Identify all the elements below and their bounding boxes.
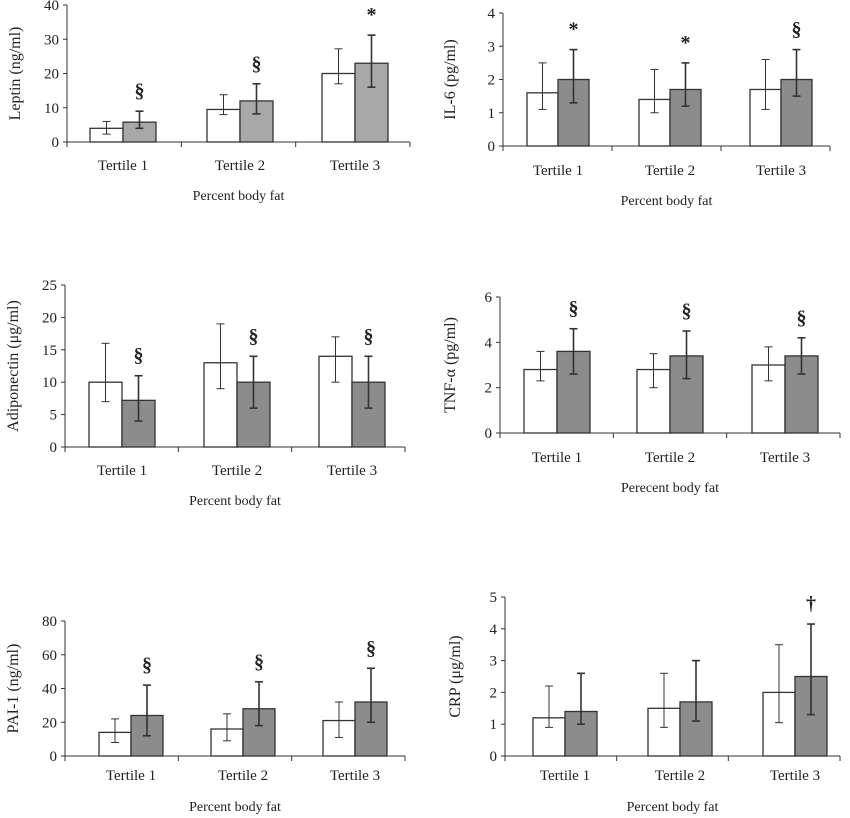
y-axis-label: TNF-α (pg/ml) — [442, 317, 459, 413]
significance-mark: § — [142, 654, 152, 676]
significance-mark: * — [367, 4, 377, 26]
significance-mark: * — [681, 32, 691, 54]
significance-mark: § — [135, 80, 145, 102]
significance-mark: § — [569, 298, 579, 320]
significance-mark: * — [569, 19, 579, 41]
y-tick-label: 0 — [50, 440, 58, 456]
y-tick-label: 40 — [42, 682, 57, 698]
significance-mark: § — [249, 325, 259, 347]
y-tick-label: 0 — [485, 426, 493, 442]
y-tick-label: 5 — [490, 590, 498, 606]
category-label: Tertile 2 — [645, 450, 695, 466]
category-label: Tertile 1 — [98, 158, 148, 174]
significance-mark: § — [134, 345, 144, 367]
y-tick-label: 0 — [488, 139, 496, 155]
y-tick-label: 0 — [52, 135, 60, 151]
y-axis-label: CRP (μg/ml) — [447, 635, 464, 717]
category-label: Tertile 1 — [106, 768, 156, 784]
bar-1 — [321, 72, 356, 143]
significance-mark: § — [682, 300, 692, 322]
y-tick-label: 5 — [50, 408, 58, 424]
significance-mark: † — [806, 593, 816, 615]
category-label: Tertile 2 — [212, 463, 262, 479]
y-tick-label: 10 — [44, 101, 59, 117]
y-tick-label: 0 — [50, 749, 58, 765]
y-tick-label: 20 — [44, 67, 59, 83]
panel-2: 0 1 2 3 4 Tertile 1 * Tertile 2 * Tertile 3 § Perce… — [442, 6, 831, 209]
y-tick-label: 2 — [485, 381, 493, 397]
panel-6: 0 1 2 3 4 5 Tertile 1 Tertile 2 Tertile 3 † Percen… — [447, 590, 841, 815]
significance-mark: § — [254, 651, 264, 673]
category-label: Tertile 3 — [330, 158, 380, 174]
x-axis-label: Percent body fat — [189, 800, 281, 815]
y-tick-label: 15 — [42, 343, 57, 359]
significance-mark: § — [366, 637, 376, 659]
panel-3: 0 5 10 15 20 25 Tertile 1 § Tertile 2 § Tertile 3 §… — [5, 278, 406, 509]
y-tick-label: 60 — [42, 648, 57, 664]
y-tick-label: 10 — [42, 375, 57, 391]
category-label: Tertile 2 — [218, 768, 268, 784]
y-tick-label: 30 — [44, 32, 59, 48]
panel-5: 0 20 40 60 80 Tertile 1 § Tertile 2 § Tertile 3 § P… — [5, 614, 406, 815]
category-label: Tertile 3 — [756, 163, 806, 179]
y-tick-label: 2 — [488, 73, 496, 89]
y-tick-label: 25 — [42, 278, 57, 294]
significance-mark: § — [252, 53, 262, 75]
y-tick-label: 4 — [490, 622, 498, 638]
y-tick-label: 20 — [42, 310, 57, 326]
category-label: Tertile 2 — [215, 158, 265, 174]
y-tick-label: 0 — [490, 749, 498, 765]
significance-mark: § — [364, 325, 374, 347]
category-label: Tertile 2 — [645, 163, 695, 179]
y-axis-label: Leptin (ng/ml) — [7, 27, 24, 121]
category-label: Tertile 1 — [533, 163, 583, 179]
y-tick-label: 4 — [488, 6, 496, 22]
y-tick-label: 6 — [485, 290, 493, 306]
category-label: Tertile 3 — [760, 450, 810, 466]
y-axis-label: Adiponectin (μg/ml) — [5, 300, 22, 432]
y-tick-label: 2 — [490, 685, 498, 701]
category-label: Tertile 2 — [655, 768, 705, 784]
y-tick-label: 80 — [42, 614, 57, 630]
category-label: Tertile 3 — [330, 768, 380, 784]
panel-1: 0 10 20 30 40 Tertile 1 § Tertile 2 § Tertile 3 * P… — [7, 0, 411, 204]
significance-mark: § — [792, 19, 802, 41]
y-tick-label: 4 — [485, 335, 493, 351]
y-tick-label: 3 — [488, 39, 496, 55]
category-label: Tertile 1 — [97, 463, 147, 479]
y-axis-label: IL-6 (pg/ml) — [442, 39, 459, 119]
category-label: Tertile 1 — [532, 450, 582, 466]
y-tick-label: 1 — [488, 106, 496, 122]
y-axis-label: PAI-1 (ng/ml) — [5, 644, 22, 734]
x-axis-label: Percent body fat — [189, 494, 281, 509]
x-axis-label: Perecent body fat — [621, 481, 719, 496]
x-axis-label: Percent body fat — [193, 189, 285, 204]
y-tick-label: 40 — [44, 0, 59, 14]
x-axis-label: Percent body fat — [621, 194, 713, 209]
significance-mark: § — [797, 307, 807, 329]
x-axis-label: Percent body fat — [627, 800, 719, 815]
category-label: Tertile 3 — [327, 463, 377, 479]
category-label: Tertile 1 — [540, 768, 590, 784]
y-tick-label: 20 — [42, 715, 57, 731]
panel-4: 0 2 4 6 Tertile 1 § Tertile 2 § Tertile 3 § Perece… — [442, 290, 841, 496]
category-label: Tertile 3 — [770, 768, 820, 784]
y-tick-label: 3 — [490, 654, 498, 670]
y-tick-label: 1 — [490, 717, 498, 733]
